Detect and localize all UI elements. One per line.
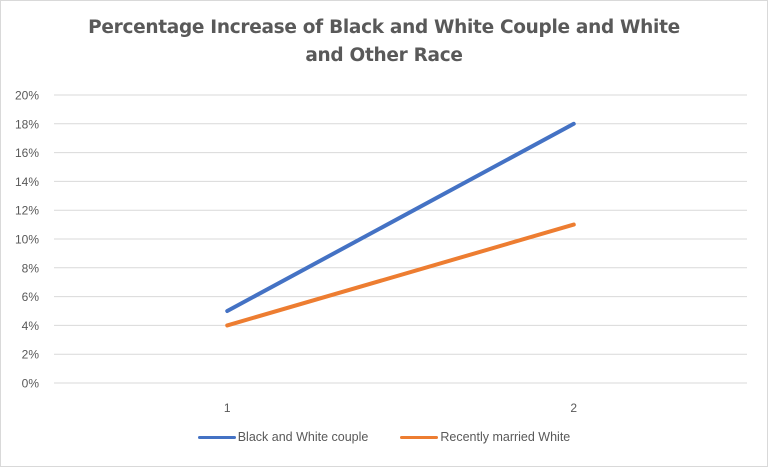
y-tick-label: 12% [15,204,39,218]
series-line-black-and-white-couple [225,121,576,313]
y-tick-label: 6% [22,290,40,304]
y-tick-label: 14% [15,175,39,189]
legend-swatch-blue [197,435,236,439]
y-tick-label: 2% [22,348,40,362]
legend-item-black-and-white-couple: Black and White couple [197,430,369,444]
legend-label: Recently married White [440,430,571,444]
legend: Black and White couple Recently married … [0,430,768,444]
x-tick-label: 1 [224,401,231,415]
y-tick-label: 10% [15,233,39,247]
chart-title-line-1: Percentage Increase of Black and White C… [88,17,680,38]
legend-item-recently-married-white: Recently married White [400,430,570,444]
y-tick-label: 4% [22,319,40,333]
y-tick-label: 18% [15,117,39,131]
y-tick-label: 0% [22,377,40,391]
y-tick-label: 8% [22,261,40,275]
x-tick-label: 2 [570,401,577,415]
chart-title: Percentage Increase of Black and White C… [0,14,768,70]
y-tick-label: 16% [15,146,39,160]
y-tick-label: 20% [15,89,39,103]
legend-label: Black and White couple [237,430,369,444]
legend-swatch-orange [400,435,439,439]
series-line-recently-married-white [225,222,576,328]
chart-title-line-2: and Other Race [305,45,463,66]
